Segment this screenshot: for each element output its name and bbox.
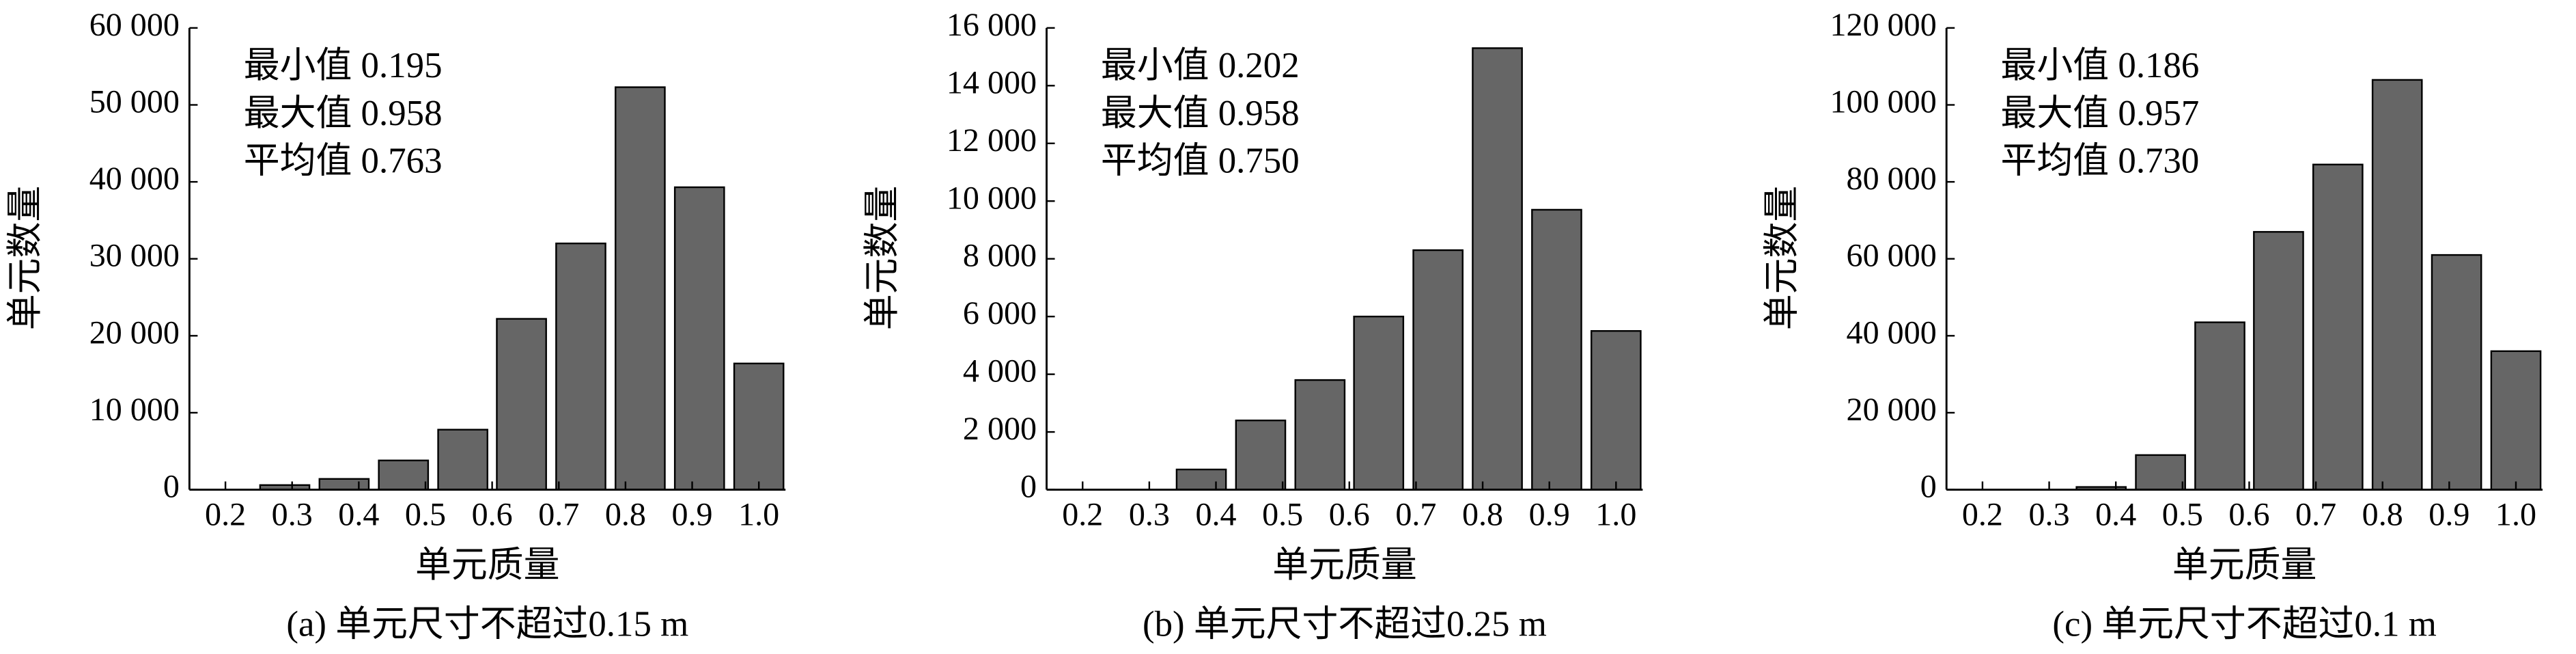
caption: (b) 单元尺寸不超过0.25 m: [1143, 605, 1547, 644]
y-tick-label: 40 000: [89, 161, 180, 197]
x-tick-label: 0.7: [538, 496, 579, 532]
x-axis-label: 单元质量: [1272, 545, 1417, 585]
x-tick-label: 0.8: [1462, 496, 1503, 532]
x-tick-label: 0.2: [1962, 496, 2003, 532]
bar: [2135, 454, 2186, 491]
x-tick-label: 0.4: [338, 496, 379, 532]
bar: [1175, 468, 1227, 491]
bar: [1353, 315, 1405, 491]
x-tick-label: 0.8: [2362, 496, 2403, 532]
y-tick-label: 14 000: [947, 64, 1037, 100]
y-tick-label: 80 000: [1847, 161, 1937, 197]
x-tick-label: 0.8: [605, 496, 646, 532]
y-tick-label: 10 000: [89, 392, 180, 428]
x-tick-label: 0.5: [1262, 496, 1303, 532]
y-tick-label: 10 000: [947, 180, 1037, 216]
y-tick-label: 0: [163, 469, 180, 505]
y-tick-label: 120 000: [1830, 7, 1937, 43]
x-tick-label: 0.6: [472, 496, 513, 532]
annotation: 最小值 0.186: [2001, 46, 2200, 85]
x-tick-label: 0.3: [1129, 496, 1170, 532]
x-tick-label: 0.9: [1529, 496, 1570, 532]
bar: [378, 459, 430, 491]
x-tick-label: 1.0: [1595, 496, 1636, 532]
x-tick-label: 0.3: [2029, 496, 2070, 532]
y-tick-label: 0: [1020, 469, 1037, 505]
y-axis-label: 单元数量: [5, 186, 45, 331]
y-tick-label: 60 000: [89, 7, 180, 43]
bar: [2194, 321, 2245, 491]
x-tick-label: 0.7: [1395, 496, 1436, 532]
y-tick-label: 40 000: [1847, 314, 1937, 351]
x-tick-label: 0.2: [1062, 496, 1103, 532]
x-tick-label: 0.7: [2295, 496, 2336, 532]
annotation: 最大值 0.957: [2001, 94, 2200, 133]
bar: [673, 186, 725, 491]
annotation: 最大值 0.958: [1101, 94, 1300, 133]
y-tick-label: 8 000: [963, 238, 1037, 274]
x-tick-label: 0.4: [1195, 496, 1236, 532]
x-tick-label: 0.3: [272, 496, 313, 532]
y-tick-label: 12 000: [947, 122, 1037, 159]
y-tick-label: 60 000: [1847, 238, 1937, 274]
bar: [1294, 379, 1346, 491]
x-tick-label: 0.2: [205, 496, 246, 532]
bar: [2371, 79, 2423, 491]
x-tick-label: 0.6: [2228, 496, 2269, 532]
bar: [2312, 163, 2364, 491]
y-axis-label: 单元数量: [863, 186, 902, 331]
y-tick-label: 16 000: [947, 7, 1037, 43]
x-tick-label: 0.9: [671, 496, 712, 532]
bar: [1412, 249, 1464, 491]
y-axis-label: 单元数量: [1763, 186, 1802, 331]
bar: [1472, 47, 1523, 491]
annotation: 平均值 0.750: [1101, 141, 1300, 181]
bar: [496, 318, 547, 491]
annotation: 最小值 0.195: [244, 46, 443, 85]
y-tick-label: 20 000: [89, 314, 180, 351]
bar: [2253, 231, 2304, 491]
x-tick-label: 0.9: [2428, 496, 2469, 532]
bar: [2431, 254, 2482, 491]
bar: [733, 362, 785, 491]
x-tick-label: 0.5: [2162, 496, 2203, 532]
y-tick-label: 30 000: [89, 238, 180, 274]
y-tick-label: 100 000: [1830, 84, 1937, 120]
x-tick-label: 0.6: [1329, 496, 1370, 532]
caption: (c) 单元尺寸不超过0.1 m: [2052, 605, 2436, 644]
bar: [318, 478, 370, 491]
x-axis-label: 单元质量: [415, 545, 560, 585]
x-tick-label: 1.0: [738, 496, 779, 532]
bar: [1235, 419, 1287, 491]
y-tick-label: 4 000: [963, 353, 1037, 390]
y-tick-label: 50 000: [89, 84, 180, 120]
annotation: 平均值 0.730: [2001, 141, 2200, 181]
x-axis-label: 单元质量: [2172, 545, 2317, 585]
x-tick-label: 0.4: [2095, 496, 2136, 532]
annotation: 最小值 0.202: [1101, 46, 1300, 85]
bar: [615, 86, 666, 491]
y-tick-label: 2 000: [963, 411, 1037, 447]
x-tick-label: 1.0: [2495, 496, 2536, 532]
bar: [437, 428, 488, 491]
y-tick-label: 0: [1920, 469, 1937, 505]
y-tick-label: 6 000: [963, 295, 1037, 331]
y-tick-label: 20 000: [1847, 392, 1937, 428]
annotation: 平均值 0.763: [244, 141, 443, 181]
annotation: 最大值 0.958: [244, 94, 443, 133]
x-tick-label: 0.5: [405, 496, 446, 532]
bar: [555, 242, 606, 491]
bar: [2490, 350, 2542, 491]
bar: [1590, 330, 1642, 491]
caption: (a) 单元尺寸不超过0.15 m: [286, 605, 688, 644]
bar: [1531, 208, 1582, 491]
